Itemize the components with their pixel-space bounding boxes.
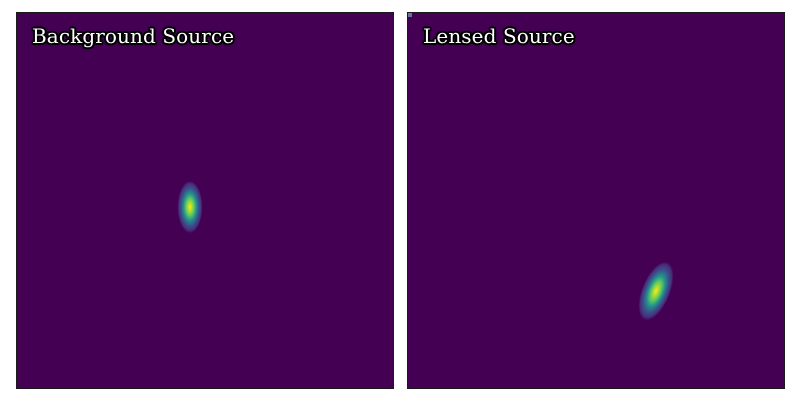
lensed-source-image [408,13,784,388]
panel-title: Lensed Source [423,24,575,48]
corner-pixel-artifact [408,13,412,17]
panel-title: Background Source [32,24,235,48]
lensed-blob [638,261,674,321]
source-blob [177,181,203,233]
background-source-panel: Background Source [16,12,394,389]
lensed-source-panel: Lensed Source [407,12,785,389]
background-source-image [17,13,393,388]
